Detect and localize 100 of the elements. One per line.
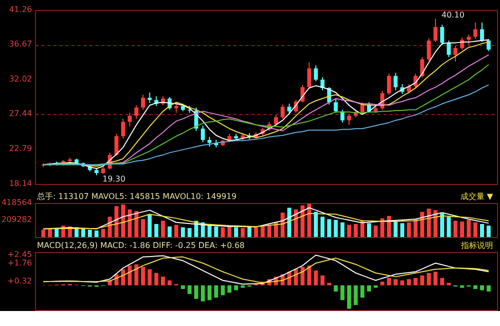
bar (101, 228, 106, 237)
bar (214, 285, 218, 298)
bar (160, 276, 165, 286)
bar (300, 205, 305, 237)
candlestick (466, 34, 471, 46)
bar (314, 212, 318, 237)
candlestick (320, 76, 324, 91)
bar (280, 212, 285, 237)
bar (307, 204, 312, 237)
bar (141, 266, 146, 286)
bar (81, 228, 86, 237)
candlestick (360, 102, 364, 114)
bar (327, 219, 332, 237)
bar (240, 228, 245, 237)
text: 成交量 ▼ (460, 192, 494, 201)
candlestick (347, 114, 352, 126)
bar (320, 275, 324, 286)
bar (386, 216, 391, 237)
bar (188, 285, 192, 294)
bar (446, 282, 451, 286)
candlestick (386, 73, 391, 96)
bar (374, 285, 378, 288)
candlestick (473, 22, 478, 40)
bar (174, 224, 178, 237)
bar (434, 272, 438, 286)
bar (134, 264, 138, 286)
chart-title: MACD(12,26,9) MACD: -1.86 DIFF: -0.25 DEA: +0.68 (37, 241, 245, 250)
bar (214, 226, 218, 237)
bar (406, 222, 411, 237)
bar (440, 278, 444, 286)
candlestick (121, 118, 126, 139)
y-tick-label: +2.45 (7, 250, 32, 260)
bar (94, 230, 98, 237)
bar (414, 219, 418, 237)
bar (154, 272, 158, 286)
candlestick (434, 18, 438, 43)
candlestick (274, 114, 278, 126)
bar (446, 216, 451, 237)
bar (340, 285, 344, 300)
candlestick (307, 62, 312, 90)
bar (168, 280, 172, 286)
candlestick (453, 45, 458, 62)
y-tick-label: +0.32 (7, 276, 32, 286)
bar (220, 227, 225, 237)
bar (121, 269, 126, 286)
y-tick-label: 41.26 (9, 5, 32, 14)
bar (367, 223, 372, 237)
candlestick (287, 103, 292, 114)
bar (121, 204, 126, 237)
bar (347, 224, 352, 237)
bar (300, 266, 305, 286)
bar (466, 220, 471, 237)
y-tick-label: 22.79 (9, 144, 32, 154)
bar (54, 228, 59, 237)
bar (168, 226, 172, 237)
bar (400, 223, 404, 237)
y-tick-label: 18.14 (9, 179, 32, 188)
candlestick (208, 136, 212, 148)
bar (480, 285, 484, 290)
bar (340, 222, 344, 237)
bar (426, 272, 431, 286)
bar (88, 230, 92, 237)
bar (394, 279, 398, 286)
bar (160, 220, 165, 237)
candlestick (114, 133, 118, 156)
bar (41, 230, 46, 237)
y-tick-label: 418564 (1, 198, 32, 207)
bar (400, 280, 404, 286)
bar (354, 285, 358, 306)
candlestick (440, 24, 444, 46)
bar (240, 285, 245, 288)
bar (480, 224, 484, 237)
bar (354, 224, 358, 237)
bar (234, 285, 238, 290)
bar (426, 208, 431, 237)
chart-title: 总手: 113107 MAVOL5: 145815 MAVOL10: 149919 (36, 192, 237, 201)
candlestick (426, 38, 431, 62)
bar (254, 227, 258, 237)
bar (440, 213, 444, 237)
y-tick-label: 27.44 (9, 109, 32, 118)
bar (148, 269, 152, 286)
bar (134, 211, 138, 237)
candlestick (141, 94, 146, 110)
bar (473, 285, 478, 290)
candlestick (420, 56, 424, 78)
bar (420, 275, 424, 286)
bar (294, 209, 298, 237)
bar (406, 279, 411, 286)
candlestick (314, 64, 318, 82)
candlestick (334, 98, 338, 114)
annotation: 19.30 (102, 174, 126, 184)
bar (334, 220, 338, 237)
bar (327, 282, 332, 286)
bar (414, 278, 418, 286)
candlestick (486, 38, 491, 52)
bar (274, 222, 278, 237)
candlestick (128, 112, 132, 127)
bar (188, 228, 192, 237)
bar (473, 222, 478, 237)
y-tick-label: 36.67 (9, 40, 32, 49)
